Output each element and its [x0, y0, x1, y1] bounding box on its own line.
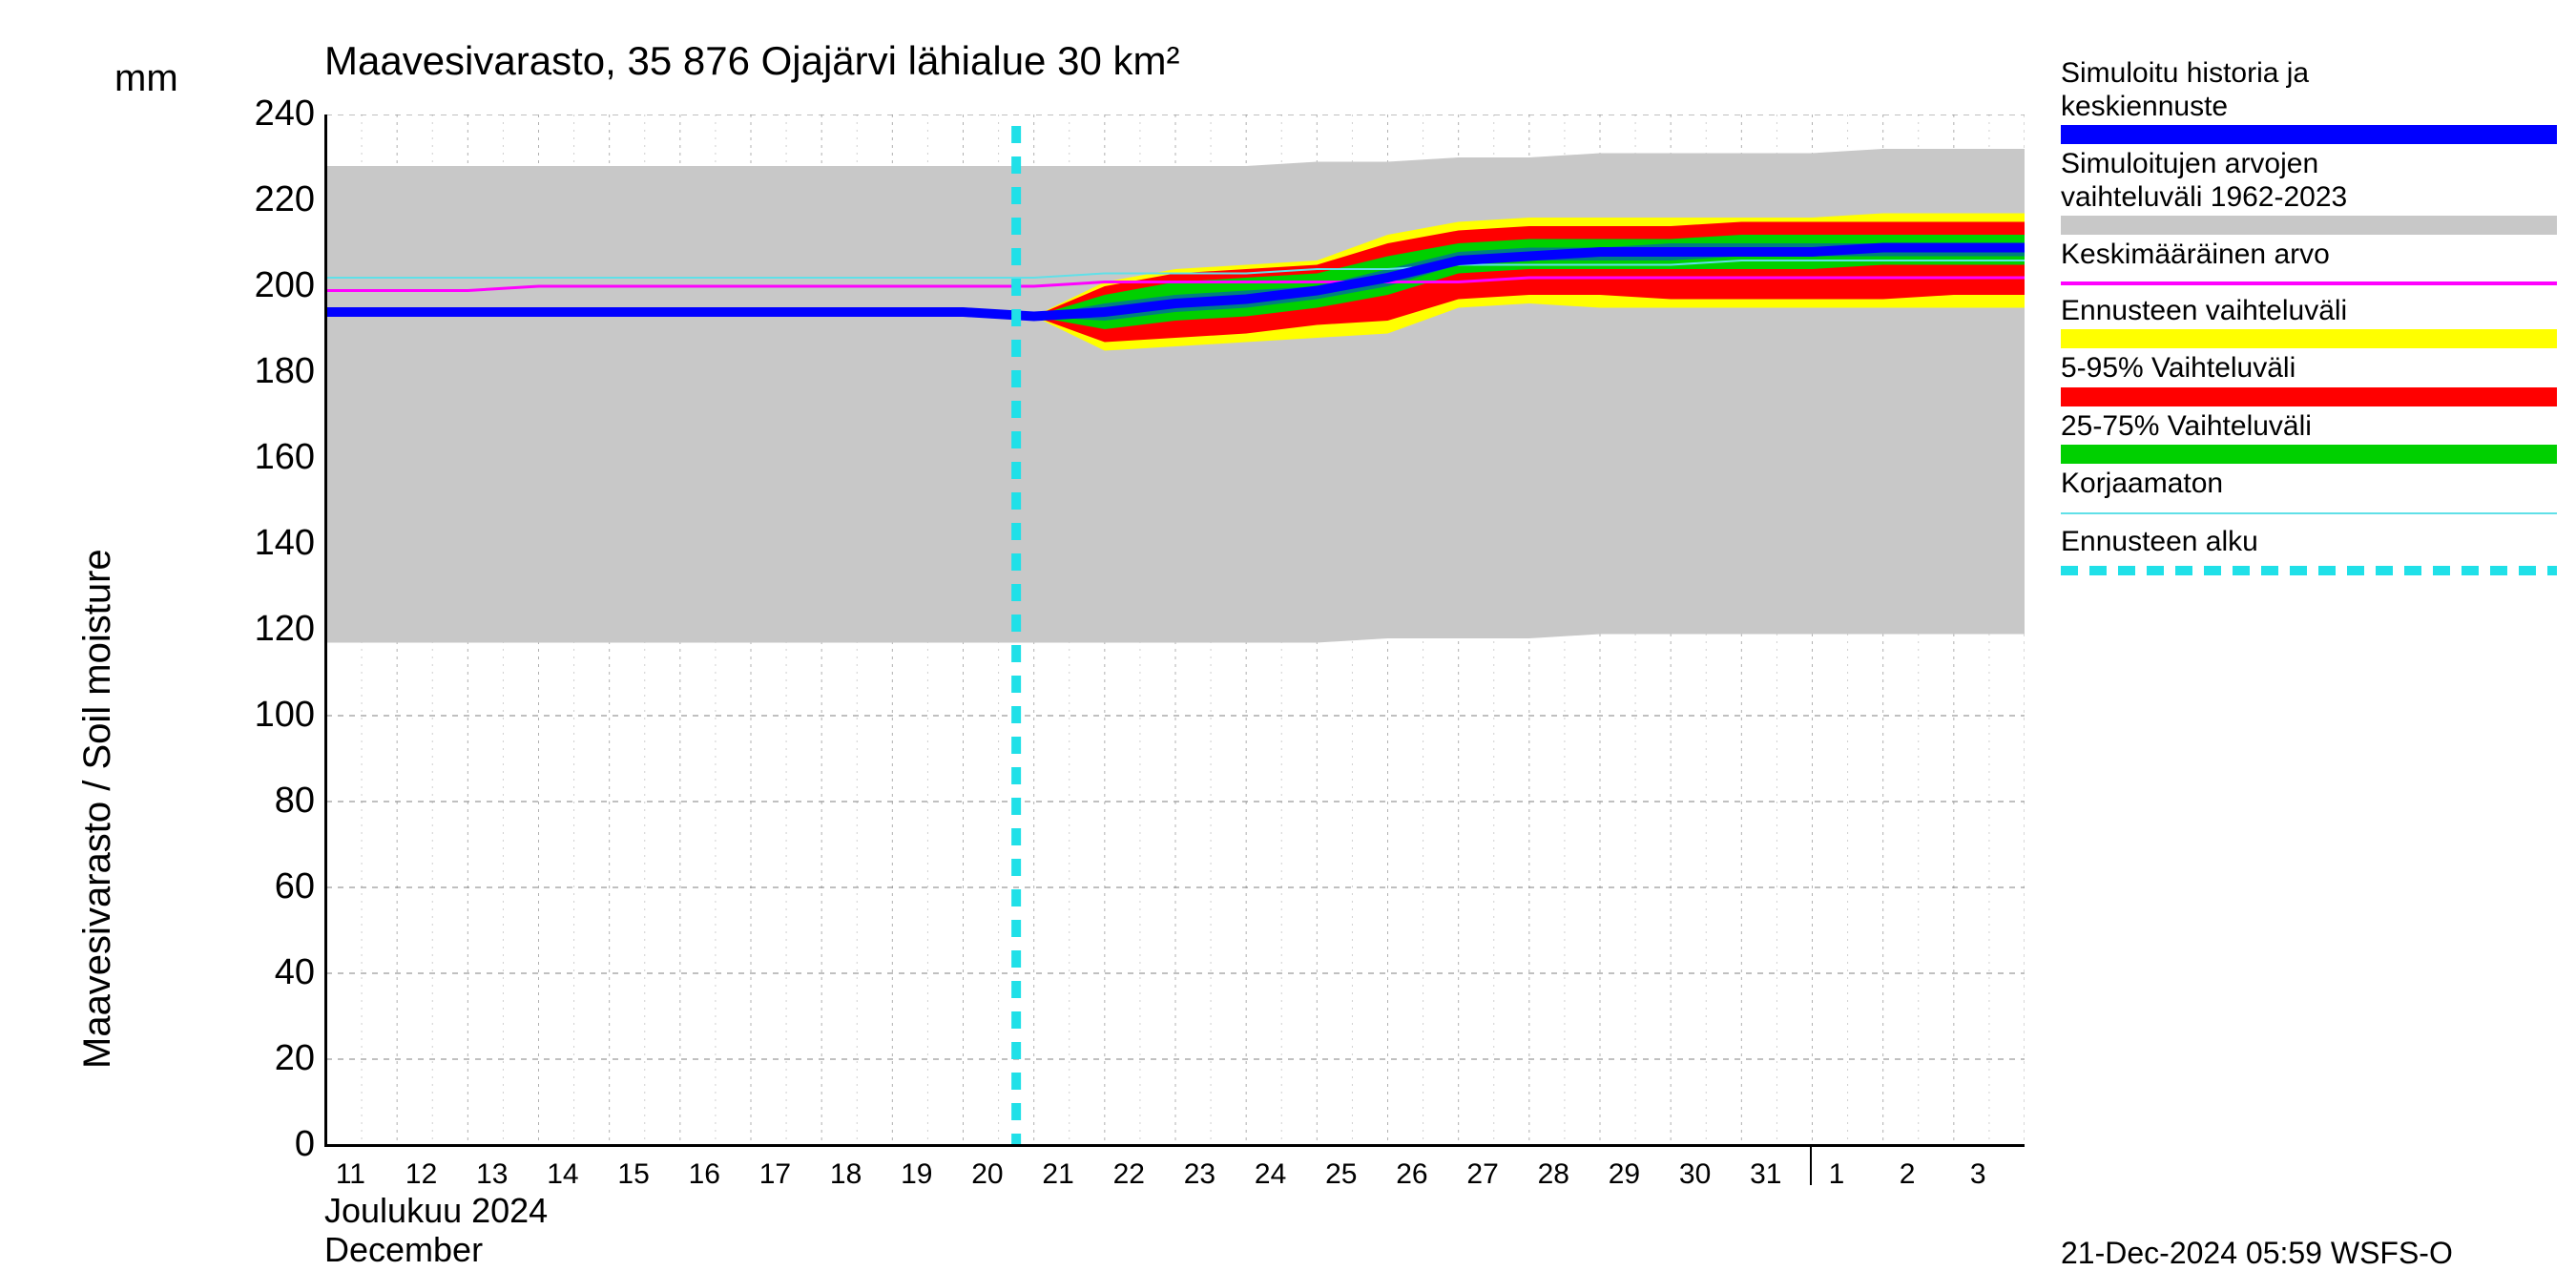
legend-item: 25-75% Vaihteluväli	[2061, 410, 2557, 465]
x-tick-label: 18	[827, 1158, 865, 1191]
legend-label: Simuloitujen arvojen	[2061, 148, 2557, 181]
x-tick-label: 31	[1747, 1158, 1785, 1191]
legend-label: Ennusteen vaihteluväli	[2061, 295, 2557, 328]
x-tick-label: 24	[1252, 1158, 1290, 1191]
x-tick-label: 21	[1039, 1158, 1077, 1191]
legend-swatch	[2061, 216, 2557, 235]
y-tick-label: 220	[229, 179, 315, 220]
legend-swatch	[2061, 125, 2557, 144]
y-tick-label: 40	[229, 952, 315, 993]
y-tick-label: 120	[229, 609, 315, 650]
y-tick-label: 20	[229, 1038, 315, 1079]
y-tick-label: 240	[229, 94, 315, 135]
y-tick-label: 60	[229, 866, 315, 907]
x-tick-label: 28	[1534, 1158, 1572, 1191]
y-tick-label: 100	[229, 695, 315, 736]
x-tick-label: 13	[473, 1158, 511, 1191]
x-tick-label: 17	[756, 1158, 794, 1191]
y-tick-label: 200	[229, 265, 315, 306]
x-axis-month-en: December	[324, 1230, 548, 1269]
x-tick-label: 16	[685, 1158, 723, 1191]
plot-area	[324, 115, 2025, 1147]
legend-item: Simuloitujen arvojenvaihteluväli 1962-20…	[2061, 148, 2557, 235]
chart-page: Maavesivarasto, 35 876 Ojajärvi lähialue…	[0, 0, 2576, 1145]
legend-label: Ennusteen alku	[2061, 526, 2557, 559]
legend-label: 25-75% Vaihteluväli	[2061, 410, 2557, 444]
y-tick-label: 180	[229, 351, 315, 392]
y-tick-label: 80	[229, 781, 315, 822]
x-tick-label: 20	[968, 1158, 1007, 1191]
y-tick-label: 140	[229, 523, 315, 564]
x-axis-month-block: Joulukuu 2024 December	[324, 1191, 548, 1270]
legend-item: 5-95% Vaihteluväli	[2061, 352, 2557, 406]
x-tick-label: 25	[1322, 1158, 1361, 1191]
x-tick-label: 26	[1393, 1158, 1431, 1191]
x-tick-label: 22	[1110, 1158, 1148, 1191]
y-axis-units: mm	[114, 57, 178, 100]
month-separator-tick	[1810, 1145, 1812, 1185]
legend-item: Keskimääräinen arvo	[2061, 239, 2557, 285]
legend-swatch	[2061, 566, 2557, 575]
x-tick-label: 27	[1464, 1158, 1502, 1191]
x-tick-label: 3	[1959, 1158, 1997, 1191]
legend-label: Simuloitu historia ja	[2061, 57, 2557, 91]
legend-swatch	[2061, 387, 2557, 406]
legend-item: Ennusteen vaihteluväli	[2061, 295, 2557, 349]
x-tick-label: 2	[1888, 1158, 1926, 1191]
x-axis-month-fi: Joulukuu 2024	[324, 1191, 548, 1230]
legend-item: Simuloitu historia jakeskiennuste	[2061, 57, 2557, 144]
legend-label: 5-95% Vaihteluväli	[2061, 352, 2557, 385]
legend-swatch	[2061, 512, 2557, 514]
legend-label: keskiennuste	[2061, 91, 2557, 124]
legend-swatch	[2061, 281, 2557, 285]
chart-title: Maavesivarasto, 35 876 Ojajärvi lähialue…	[324, 38, 1179, 84]
x-tick-label: 23	[1180, 1158, 1218, 1191]
legend-item: Ennusteen alku	[2061, 526, 2557, 576]
x-tick-label: 30	[1676, 1158, 1714, 1191]
x-tick-label: 11	[331, 1158, 369, 1191]
y-tick-label: 160	[229, 437, 315, 478]
x-tick-label: 15	[614, 1158, 653, 1191]
x-tick-label: 1	[1818, 1158, 1856, 1191]
legend-swatch	[2061, 329, 2557, 348]
x-tick-label: 19	[898, 1158, 936, 1191]
plot-svg	[326, 115, 2025, 1145]
x-tick-label: 12	[403, 1158, 441, 1191]
x-tick-label: 29	[1605, 1158, 1643, 1191]
legend-label: Korjaamaton	[2061, 468, 2557, 501]
x-tick-label: 14	[544, 1158, 582, 1191]
legend-swatch	[2061, 445, 2557, 464]
legend-label: vaihteluväli 1962-2023	[2061, 181, 2557, 215]
legend-label: Keskimääräinen arvo	[2061, 239, 2557, 272]
legend-item: Korjaamaton	[2061, 468, 2557, 514]
y-axis-label: Maavesivarasto / Soil moisture	[76, 549, 119, 1069]
legend: Simuloitu historia jakeskiennusteSimuloi…	[2061, 57, 2557, 583]
